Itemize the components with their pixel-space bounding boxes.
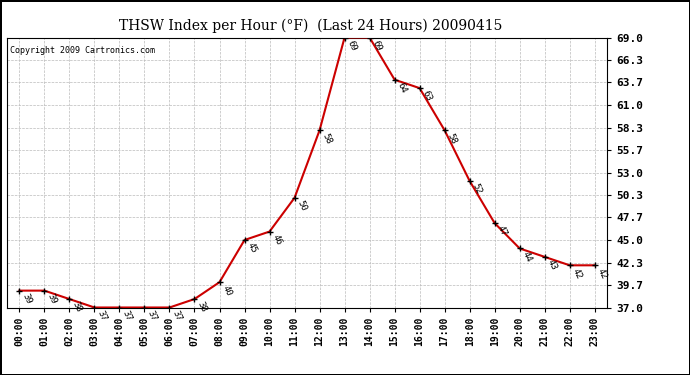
Text: 40: 40 [221, 284, 234, 297]
Text: 43: 43 [546, 258, 559, 272]
Text: 37: 37 [171, 309, 184, 322]
Text: 37: 37 [96, 309, 108, 322]
Text: 37: 37 [121, 309, 134, 322]
Text: 52: 52 [471, 182, 484, 196]
Text: 42: 42 [571, 267, 584, 280]
Text: 69: 69 [346, 39, 359, 53]
Text: 46: 46 [271, 233, 284, 246]
Text: 38: 38 [71, 300, 83, 314]
Text: 37: 37 [146, 309, 159, 322]
Text: THSW Index per Hour (°F)  (Last 24 Hours) 20090415: THSW Index per Hour (°F) (Last 24 Hours)… [119, 19, 502, 33]
Text: 69: 69 [371, 39, 384, 53]
Text: 39: 39 [46, 292, 59, 306]
Text: 58: 58 [446, 132, 459, 145]
Text: 42: 42 [596, 267, 609, 280]
Text: 44: 44 [521, 250, 534, 263]
Text: 45: 45 [246, 242, 259, 255]
Text: 47: 47 [496, 225, 509, 238]
Text: 38: 38 [196, 300, 208, 314]
Text: 64: 64 [396, 81, 408, 94]
Text: 50: 50 [296, 199, 308, 213]
Text: 63: 63 [421, 90, 434, 103]
Text: 58: 58 [321, 132, 334, 145]
Text: 39: 39 [21, 292, 34, 306]
Text: Copyright 2009 Cartronics.com: Copyright 2009 Cartronics.com [10, 46, 155, 55]
